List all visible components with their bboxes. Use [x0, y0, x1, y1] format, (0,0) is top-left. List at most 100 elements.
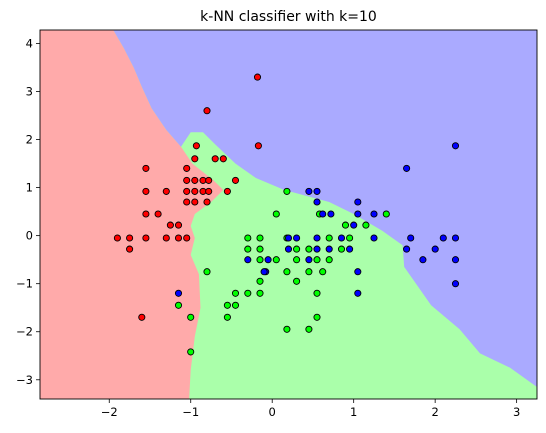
data-point: [313, 289, 321, 297]
data-point: [350, 221, 358, 229]
data-point: [325, 245, 333, 253]
data-point: [283, 187, 291, 195]
data-point: [451, 256, 460, 264]
x-tick-label: −1: [182, 405, 199, 419]
data-point: [451, 280, 460, 288]
data-point: [293, 256, 301, 264]
decision-region-blue: [113, 30, 537, 387]
data-point: [313, 256, 321, 264]
data-point: [223, 301, 231, 309]
data-point: [451, 234, 460, 242]
data-point: [223, 313, 231, 321]
data-point: [272, 256, 280, 264]
data-point: [191, 187, 199, 195]
data-point: [370, 210, 378, 218]
y-tick-label: 0: [26, 229, 33, 243]
data-point: [231, 176, 240, 184]
data-point: [183, 198, 191, 206]
data-point: [346, 245, 354, 253]
x-axis: −2 −1 0 1 2 3: [101, 399, 520, 419]
data-point: [187, 348, 195, 356]
data-point: [293, 245, 301, 253]
data-point: [113, 234, 121, 242]
data-point: [293, 234, 301, 242]
data-point: [244, 256, 252, 264]
data-point: [256, 289, 264, 297]
data-point: [231, 289, 240, 297]
x-tick-label: 1: [350, 405, 357, 419]
data-point: [244, 234, 252, 242]
data-point: [305, 187, 313, 195]
data-point: [319, 210, 327, 218]
data-point: [174, 289, 183, 297]
data-point: [370, 234, 378, 242]
data-point: [264, 256, 272, 264]
data-point: [174, 301, 183, 309]
data-point: [162, 187, 170, 195]
y-tick-label: 4: [26, 36, 33, 50]
data-point: [313, 245, 321, 253]
data-point: [203, 268, 211, 276]
data-point: [205, 176, 213, 184]
data-point: [337, 234, 346, 242]
data-point: [256, 256, 264, 264]
y-tick-label: 2: [26, 133, 33, 147]
data-point: [313, 313, 321, 321]
data-point: [166, 221, 174, 229]
data-point: [272, 210, 280, 218]
data-point: [256, 245, 264, 253]
data-point: [403, 245, 411, 253]
y-tick-label: −3: [16, 373, 33, 387]
data-point: [183, 234, 191, 242]
data-point: [284, 245, 293, 253]
data-point: [313, 234, 321, 242]
data-point: [203, 107, 211, 115]
data-point: [293, 277, 301, 285]
y-tick-label: −1: [16, 277, 33, 291]
data-point: [256, 277, 264, 285]
x-tick-label: 0: [269, 405, 276, 419]
data-point: [183, 187, 191, 195]
data-point: [183, 164, 191, 172]
data-point: [203, 198, 211, 206]
data-point: [142, 234, 150, 242]
x-tick-label: 2: [431, 405, 438, 419]
data-point: [142, 187, 150, 195]
data-point: [305, 268, 313, 276]
y-tick-label: 1: [26, 181, 33, 195]
y-tick-label: −2: [16, 325, 33, 339]
data-point: [313, 187, 321, 195]
data-point: [337, 245, 346, 253]
data-point: [260, 268, 268, 276]
data-point: [231, 301, 240, 309]
data-point: [325, 234, 333, 242]
data-point: [142, 164, 150, 172]
data-point: [253, 73, 262, 81]
x-tick-label: −2: [101, 405, 118, 419]
data-point: [283, 325, 291, 333]
chart-title: k-NN classifier with k=10: [200, 9, 377, 25]
data-point: [325, 256, 333, 264]
data-point: [327, 210, 335, 218]
data-point: [284, 234, 293, 242]
data-point: [283, 268, 291, 276]
data-point: [187, 313, 195, 321]
plot-area: [40, 30, 537, 399]
data-point: [191, 155, 199, 163]
data-point: [341, 221, 350, 229]
data-point: [319, 268, 327, 276]
data-point: [154, 210, 162, 218]
data-point: [142, 210, 150, 218]
y-tick-label: 3: [26, 85, 33, 99]
data-point: [219, 155, 227, 163]
data-point: [244, 245, 252, 253]
data-point: [191, 198, 199, 206]
data-point: [126, 234, 134, 242]
data-point: [256, 234, 264, 242]
data-point: [354, 268, 362, 276]
data-point: [431, 245, 439, 253]
data-point: [451, 142, 460, 150]
x-tick-label: 3: [513, 405, 520, 419]
data-point: [183, 176, 191, 184]
